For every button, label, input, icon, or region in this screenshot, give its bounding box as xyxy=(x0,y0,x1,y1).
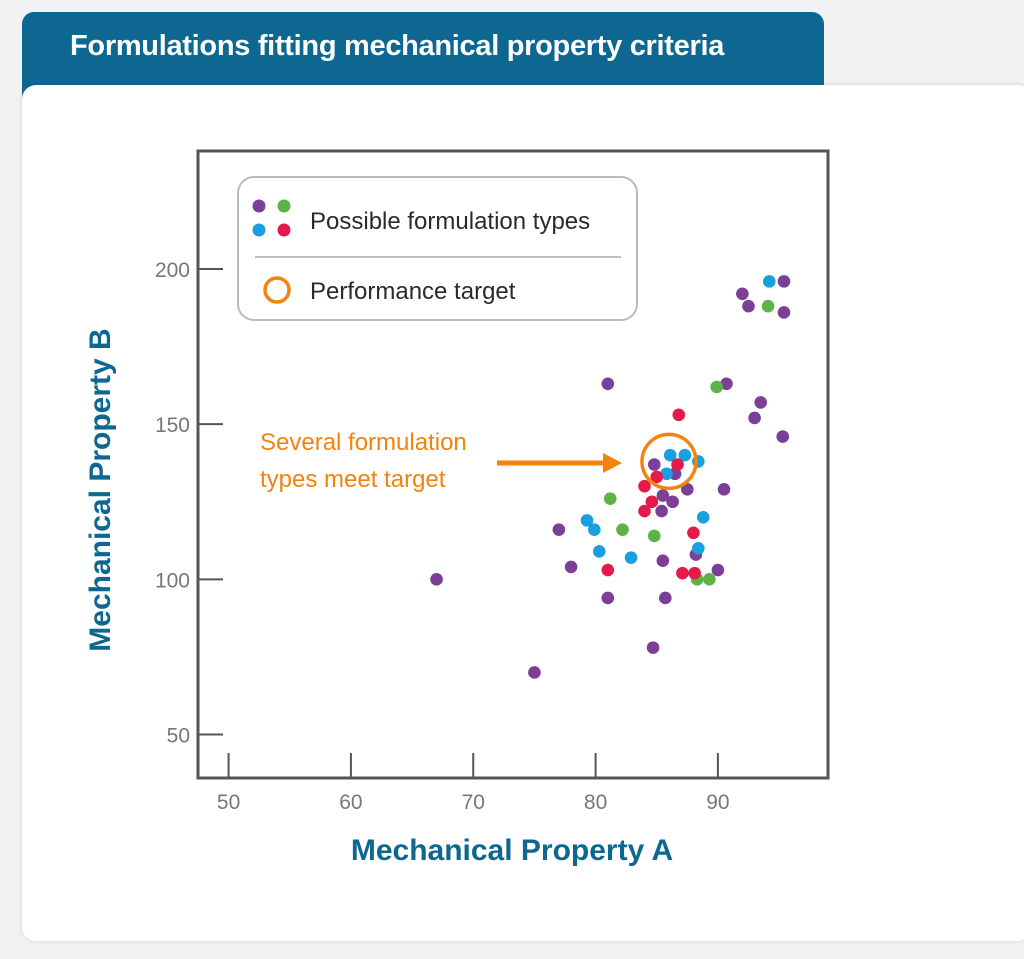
scatter-point xyxy=(678,448,692,462)
y-tick-label: 200 xyxy=(155,259,190,282)
x-tick-label: 70 xyxy=(462,791,485,814)
legend-swatch-red xyxy=(277,223,291,237)
scatter-point xyxy=(696,510,710,524)
scatter-point xyxy=(638,504,651,518)
scatter-point xyxy=(717,483,731,496)
scatter-point xyxy=(588,523,601,536)
x-tick-label: 80 xyxy=(584,791,607,814)
legend-swatch-blue xyxy=(252,223,266,237)
scatter-point xyxy=(776,430,790,443)
scatter-point xyxy=(601,591,615,605)
ticks-layer: 50 60 70 80 90 50 100 150 200 xyxy=(155,259,730,814)
points-layer xyxy=(430,275,791,679)
plot-frame xyxy=(196,149,830,780)
scatter-point xyxy=(624,551,638,564)
scatter-point xyxy=(430,573,443,586)
scatter-point xyxy=(688,566,701,580)
y-axis-title: Mechanical Property B xyxy=(84,328,117,651)
scatter-point xyxy=(656,489,670,502)
scatter-point xyxy=(672,408,686,422)
scatter-point xyxy=(580,514,594,527)
scatter-point xyxy=(603,492,617,505)
annotation-arrow-head-icon xyxy=(603,453,622,473)
scatter-point xyxy=(552,523,566,536)
scatter-point xyxy=(710,380,723,394)
annotation-line-2: types meet target xyxy=(260,466,446,493)
scatter-point xyxy=(647,458,661,471)
scatter-point xyxy=(666,495,679,509)
legend-box xyxy=(237,176,638,321)
x-tick-label: 60 xyxy=(339,791,362,814)
scatter-point xyxy=(748,411,761,425)
scatter-point xyxy=(659,591,672,605)
scatter-point xyxy=(564,560,578,574)
legend-swatch-purple xyxy=(252,199,266,213)
scatter-point xyxy=(592,545,606,558)
scatter-point xyxy=(663,448,677,462)
y-tick-label: 150 xyxy=(155,414,190,437)
scatter-point xyxy=(777,306,791,319)
scatter-point xyxy=(660,467,673,481)
x-tick-label: 90 xyxy=(706,791,729,814)
legend-label-formulation-types: Possible formulation types xyxy=(310,208,590,235)
y-tick-label: 100 xyxy=(155,569,190,592)
scatter-point xyxy=(616,523,629,536)
scatter-point xyxy=(681,483,694,496)
x-tick-label: 50 xyxy=(217,791,240,814)
scatter-point xyxy=(777,275,791,288)
scatter-point xyxy=(638,479,651,493)
legend-target-ring-icon xyxy=(263,276,291,304)
scatter-point xyxy=(645,495,659,509)
scatter-point xyxy=(671,458,684,471)
scatter-point xyxy=(601,563,615,577)
performance-target-ring xyxy=(640,432,698,491)
scatter-point xyxy=(601,377,615,391)
x-axis-title: Mechanical Property A xyxy=(351,834,673,867)
scatter-point xyxy=(692,542,705,555)
scatter-point xyxy=(720,377,733,391)
annotation: Several formulation types meet target xyxy=(260,429,622,493)
scatter-point xyxy=(528,666,541,679)
scatter-point xyxy=(762,275,776,288)
chart-title: Formulations fitting mechanical property… xyxy=(70,30,725,62)
legend-swatch-green xyxy=(277,199,291,213)
legend: Possible formulation types Performance t… xyxy=(237,176,638,321)
scatter-point xyxy=(703,573,716,586)
y-tick-label: 50 xyxy=(167,725,190,748)
legend-label-performance-target: Performance target xyxy=(310,278,516,305)
scatter-point xyxy=(676,566,689,580)
scatter-point xyxy=(754,396,768,409)
scatter-point xyxy=(761,299,775,313)
scatter-point xyxy=(711,563,725,577)
annotation-line-1: Several formulation xyxy=(260,429,467,456)
scatter-point xyxy=(650,470,664,484)
scatter-point xyxy=(687,526,700,540)
scatter-point xyxy=(655,504,668,518)
scatter-point xyxy=(736,287,749,301)
scatter-point xyxy=(647,529,661,543)
scatter-point xyxy=(742,299,755,313)
scatter-point xyxy=(646,641,660,654)
scatter-point xyxy=(656,554,670,568)
